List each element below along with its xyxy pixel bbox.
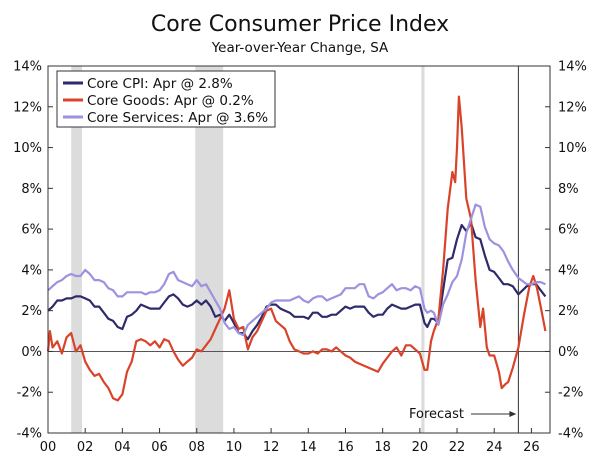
series-layer [46,95,547,402]
series-line-2 [46,95,547,402]
y-tick-label-right: 8% [558,182,579,197]
chart-title: Core Consumer Price Index [151,12,449,37]
axes: -4% -4% -2% -2% 0% 0% 2% 2% 4% 4% 6% 6% 8% 8% 10% 10% 12… [13,60,587,456]
y-tick-label-left: 10% [13,141,42,156]
y-tick-label-right: 14% [558,60,587,75]
y-tick-label-left: 12% [13,100,42,115]
y-tick-label-left: 2% [21,304,42,319]
x-tick-label: 16 [337,440,354,455]
x-tick-label: 22 [449,440,466,455]
x-tick-label: 06 [151,440,168,455]
legend: Core CPI: Apr @ 2.8%Core Goods: Apr @ 0.… [56,70,276,128]
y-tick-label-right: 6% [558,223,579,238]
x-tick-label: 18 [374,440,391,455]
legend-label-2: Core Goods: Apr @ 0.2% [87,93,254,109]
series-line-1 [47,221,547,341]
y-tick-label-right: -4% [558,427,583,442]
y-tick-label-left: 8% [21,182,42,197]
x-tick-label: 20 [412,440,429,455]
recession-band [421,66,425,433]
y-tick-label-left: 14% [13,60,42,75]
x-tick-label: 10 [226,440,243,455]
y-tick-label-left: 6% [21,223,42,238]
forecast-label: Forecast [409,407,464,422]
y-tick-label-left: 0% [21,345,42,360]
x-tick-label: 24 [486,440,503,455]
x-tick-label: 26 [523,440,540,455]
x-tick-label: 00 [40,440,57,455]
y-tick-label-right: 0% [558,345,579,360]
annotations: Forecast [409,407,517,422]
legend-label-1: Core CPI: Apr @ 2.8% [87,76,233,92]
recession-band [71,66,83,433]
chart-subtitle: Year-over-Year Change, SA [211,40,389,56]
x-tick-label: 08 [188,440,205,455]
y-tick-label-right: 12% [558,100,587,115]
forecast-arrow-head [509,411,517,417]
legend-label-3: Core Services: Apr @ 3.6% [87,110,268,126]
x-tick-label: 12 [263,440,280,455]
y-tick-label-left: 4% [21,263,42,278]
x-tick-label: 14 [300,440,317,455]
y-tick-label-right: 10% [558,141,587,156]
x-tick-label: 02 [77,440,94,455]
series-line-3 [47,203,546,337]
y-tick-label-right: 4% [558,263,579,278]
plot-frame [47,65,551,434]
y-tick-label-right: -2% [558,386,583,401]
y-tick-label-right: 2% [558,304,579,319]
y-tick-label-left: -2% [17,386,42,401]
legend-box [56,70,276,128]
x-tick-label: 04 [114,440,131,455]
y-tick-label-left: -4% [17,427,42,442]
